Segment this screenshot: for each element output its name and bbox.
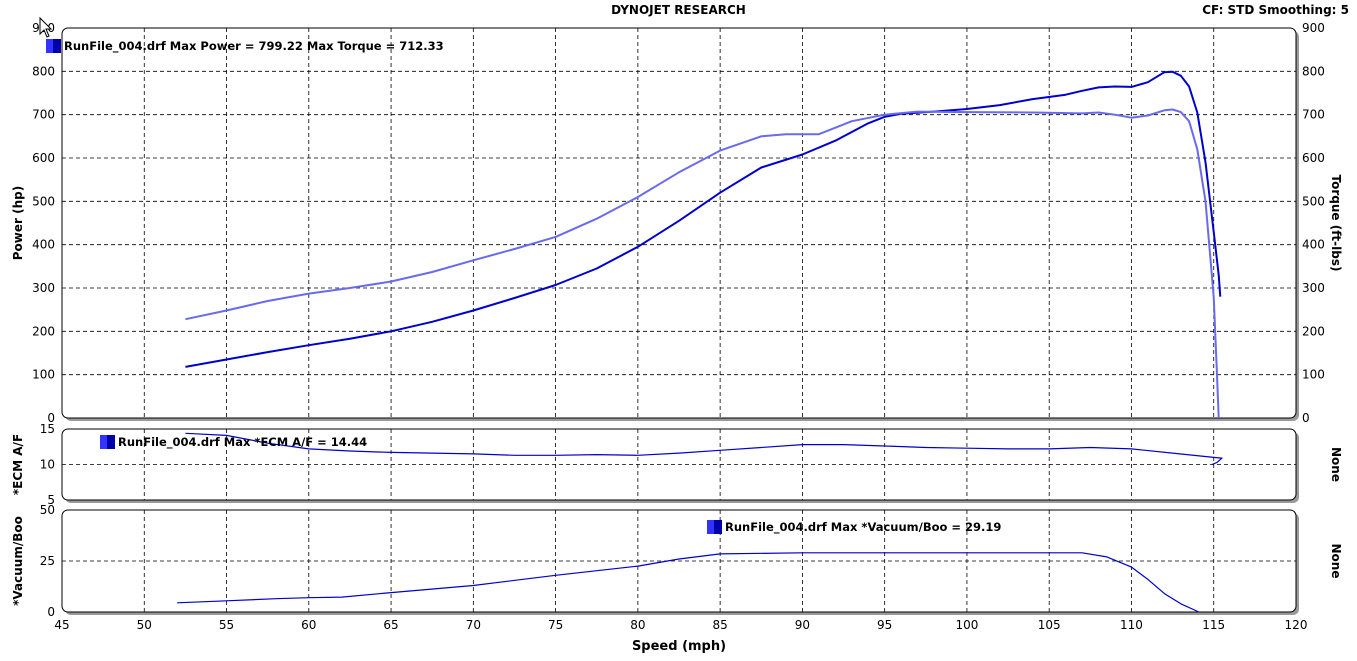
series-line [185,108,1220,419]
x-tick-label: 70 [466,618,481,632]
x-tick-label: 65 [383,618,398,632]
y-right-tick-label: 700 [1302,108,1325,122]
y-tick-label: 25 [40,554,55,568]
x-tick-label: 110 [1120,618,1143,632]
y-tick-label: 0 [47,411,55,425]
y-tick-label: 15 [40,422,55,436]
y-tick-label: 5 [47,493,55,507]
y-tick-label: 0 [47,605,55,619]
legend-swatch-shade [53,39,61,53]
series-line [177,552,1200,613]
y-right-axis-title: None [1329,544,1343,579]
legend-entry: RunFile_004.drf Max *ECM A/F = 14.44 [118,435,367,450]
y-right-tick-label: 500 [1302,194,1325,208]
y-right-tick-label: 0 [1302,411,1310,425]
y-tick-label: 400 [32,238,55,252]
y-tick-label: 200 [32,324,55,338]
y-tick-label: 700 [32,108,55,122]
chart-title: DYNOJET RESEARCH [611,3,746,17]
x-tick-label: 75 [548,618,563,632]
legend-entry: RunFile_004.drf Max *Vacuum/Boo = 29.19 [725,520,1001,535]
legend-swatch [100,435,107,449]
y-axis-title: Power (hp) [11,186,25,260]
x-axis-title: Speed (mph) [632,639,726,654]
y-right-tick-label: 100 [1302,368,1325,382]
y-tick-label: 600 [32,151,55,165]
x-tick-label: 90 [795,618,810,632]
y-axis-title: *ECM A/F [11,434,25,495]
legend-swatch-shade [714,520,722,534]
cursor-icon [39,16,53,38]
chart-panel-ecm-af: 5 10 15 *ECM A/F None RunFile_004.drf Max *EC… [11,422,1343,507]
y-right-axis-title: None [1329,447,1343,482]
y-tick-label: 500 [32,194,55,208]
x-tick-label: 120 [1285,618,1308,632]
y-right-axis-title: Torque (ft-lbs) [1329,175,1343,272]
x-tick-label: 100 [955,618,978,632]
x-tick-label: 115 [1202,618,1225,632]
x-tick-label: 85 [712,618,727,632]
legend-swatch-shade [107,435,115,449]
y-tick-label: 100 [32,368,55,382]
y-tick-label: 800 [32,64,55,78]
y-right-tick-label: 200 [1302,324,1325,338]
legend-swatch [707,520,714,534]
x-tick-label: 45 [54,618,69,632]
x-tick-label: 95 [877,618,892,632]
y-tick-label: 10 [40,458,55,472]
y-right-tick-label: 400 [1302,238,1325,252]
series-line [185,432,1223,466]
correction-factor-info: CF: STD Smoothing: 5 [1202,3,1349,17]
y-axis-title: *Vacuum/Boo [11,516,25,606]
y-right-tick-label: 800 [1302,64,1325,78]
x-tick-label: 105 [1038,618,1061,632]
y-right-tick-label: 600 [1302,151,1325,165]
x-tick-label: 80 [630,618,645,632]
y-tick-label: 50 [40,503,55,517]
chart-panel-power-torque: 0 100 200 300 400 500 600 700 800 900 0 100 200 300 40… [11,21,1343,425]
x-tick-label: 55 [219,618,234,632]
x-tick-label: 60 [301,618,316,632]
y-right-tick-label: 300 [1302,281,1325,295]
legend-swatch [46,39,53,53]
legend-entry: RunFile_004.drf Max Power = 799.22 Max T… [64,39,444,54]
x-tick-label: 50 [137,618,152,632]
plot-area [61,27,1297,419]
y-right-tick-label: 900 [1302,21,1325,35]
chart-panel-vacuum-boost: 0 25 50 *Vacuum/Boo None RunFile_004.drf Max … [11,503,1343,619]
y-tick-label: 300 [32,281,55,295]
